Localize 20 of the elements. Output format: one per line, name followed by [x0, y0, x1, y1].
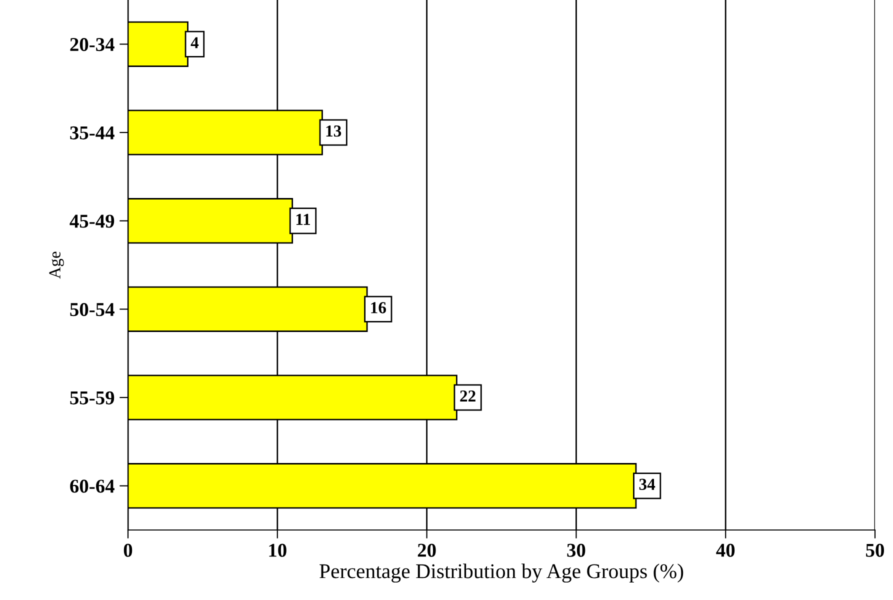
data-label: 13: [326, 125, 342, 137]
x-axis-title: Percentage Distribution by Age Groups (%): [320, 564, 684, 583]
x-tick-label: 0: [124, 544, 132, 557]
y-axis-title: Age: [49, 252, 64, 279]
y-tick-label: 20-34: [70, 38, 114, 52]
data-label: 34: [639, 478, 656, 490]
y-tick-label: 60-64: [70, 480, 114, 493]
data-label: 22: [460, 390, 476, 402]
x-tick-label: 20: [418, 544, 436, 557]
y-tick-label: 50-54: [70, 302, 114, 316]
y-tick-label: 35-44: [70, 126, 114, 140]
data-label: 16: [371, 302, 386, 314]
x-tick-label: 10: [269, 544, 286, 557]
y-tick-label: 45-49: [70, 214, 114, 228]
y-tick-label: 55-59: [70, 391, 114, 404]
x-tick-label: 30: [567, 544, 586, 557]
x-tick-label: 50: [866, 544, 884, 557]
data-label: 4: [190, 37, 199, 48]
x-tick-label: 40: [716, 544, 735, 557]
data-label: 11: [296, 214, 310, 225]
